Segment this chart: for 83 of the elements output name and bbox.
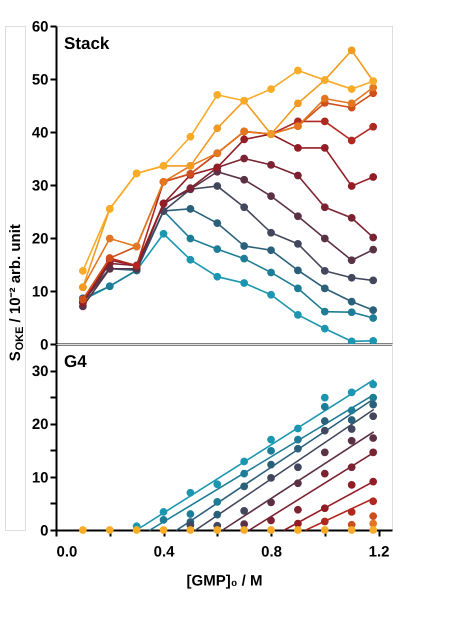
point — [267, 228, 275, 237]
point — [320, 234, 329, 242]
point — [369, 276, 378, 284]
point — [320, 118, 329, 126]
point — [348, 182, 356, 190]
point — [369, 122, 378, 131]
point — [267, 268, 275, 276]
point — [369, 246, 378, 254]
point — [186, 256, 194, 264]
point — [186, 204, 194, 213]
point — [294, 212, 302, 220]
x-tick-label: 0.8 — [261, 544, 282, 560]
point — [320, 144, 329, 152]
point — [320, 308, 329, 316]
point — [348, 46, 356, 54]
y-tick-label: 60 — [32, 18, 48, 36]
point — [213, 272, 222, 281]
point — [348, 85, 356, 93]
point — [186, 234, 194, 242]
point — [294, 144, 302, 152]
point — [294, 284, 302, 292]
point — [369, 336, 378, 345]
point — [213, 245, 222, 253]
y-tick-label: 0 — [40, 522, 48, 540]
x-tick-label: 0.0 — [56, 544, 78, 560]
x-tick-label: 1.2 — [368, 544, 390, 560]
point — [348, 308, 356, 316]
point — [320, 324, 329, 332]
point — [79, 266, 87, 275]
point — [369, 173, 378, 181]
point — [106, 234, 114, 242]
point — [267, 246, 275, 254]
x-axis-title: [GMP]₀ / M — [186, 572, 262, 590]
point — [294, 310, 302, 319]
point — [348, 214, 356, 222]
point — [267, 290, 275, 299]
point — [160, 230, 168, 238]
point — [240, 154, 248, 162]
annotation: G4 — [64, 352, 88, 371]
point — [369, 234, 378, 242]
point — [320, 266, 329, 275]
point — [267, 160, 275, 169]
point — [240, 242, 248, 250]
point — [369, 306, 378, 314]
y-tick-label: 20 — [32, 230, 48, 248]
y-tick-label: 20 — [32, 416, 48, 434]
x-tick-label: 0.4 — [154, 544, 176, 560]
point — [348, 136, 356, 144]
point — [240, 203, 248, 212]
y-axis-title: SOKE / 10⁻² arb. unit — [7, 224, 26, 362]
point — [348, 256, 356, 264]
point — [240, 279, 248, 287]
point — [213, 182, 222, 190]
y-tick-label: 40 — [32, 124, 48, 142]
point — [240, 176, 248, 184]
point — [369, 314, 378, 322]
point — [267, 85, 275, 93]
y-tick-label: 0 — [40, 336, 48, 354]
y-tick-label: 10 — [32, 469, 48, 486]
point — [348, 274, 356, 282]
point — [369, 84, 378, 92]
y-tick-label: 50 — [32, 72, 48, 88]
point — [294, 266, 302, 274]
point — [320, 203, 329, 212]
point — [320, 284, 329, 292]
point — [186, 132, 194, 141]
point — [348, 298, 356, 306]
point — [213, 124, 222, 132]
point — [213, 219, 222, 228]
y-tick-label: 30 — [32, 363, 48, 380]
y-tick-label: 10 — [32, 284, 48, 300]
point — [294, 100, 302, 108]
annotation: Stack — [64, 34, 110, 53]
point — [294, 240, 302, 248]
point — [213, 91, 222, 99]
point — [294, 172, 302, 180]
point — [240, 254, 248, 263]
point — [348, 100, 356, 108]
point — [240, 136, 248, 144]
point — [267, 192, 275, 200]
y-tick-label: 30 — [32, 178, 48, 194]
point — [294, 66, 302, 74]
point — [320, 94, 329, 102]
